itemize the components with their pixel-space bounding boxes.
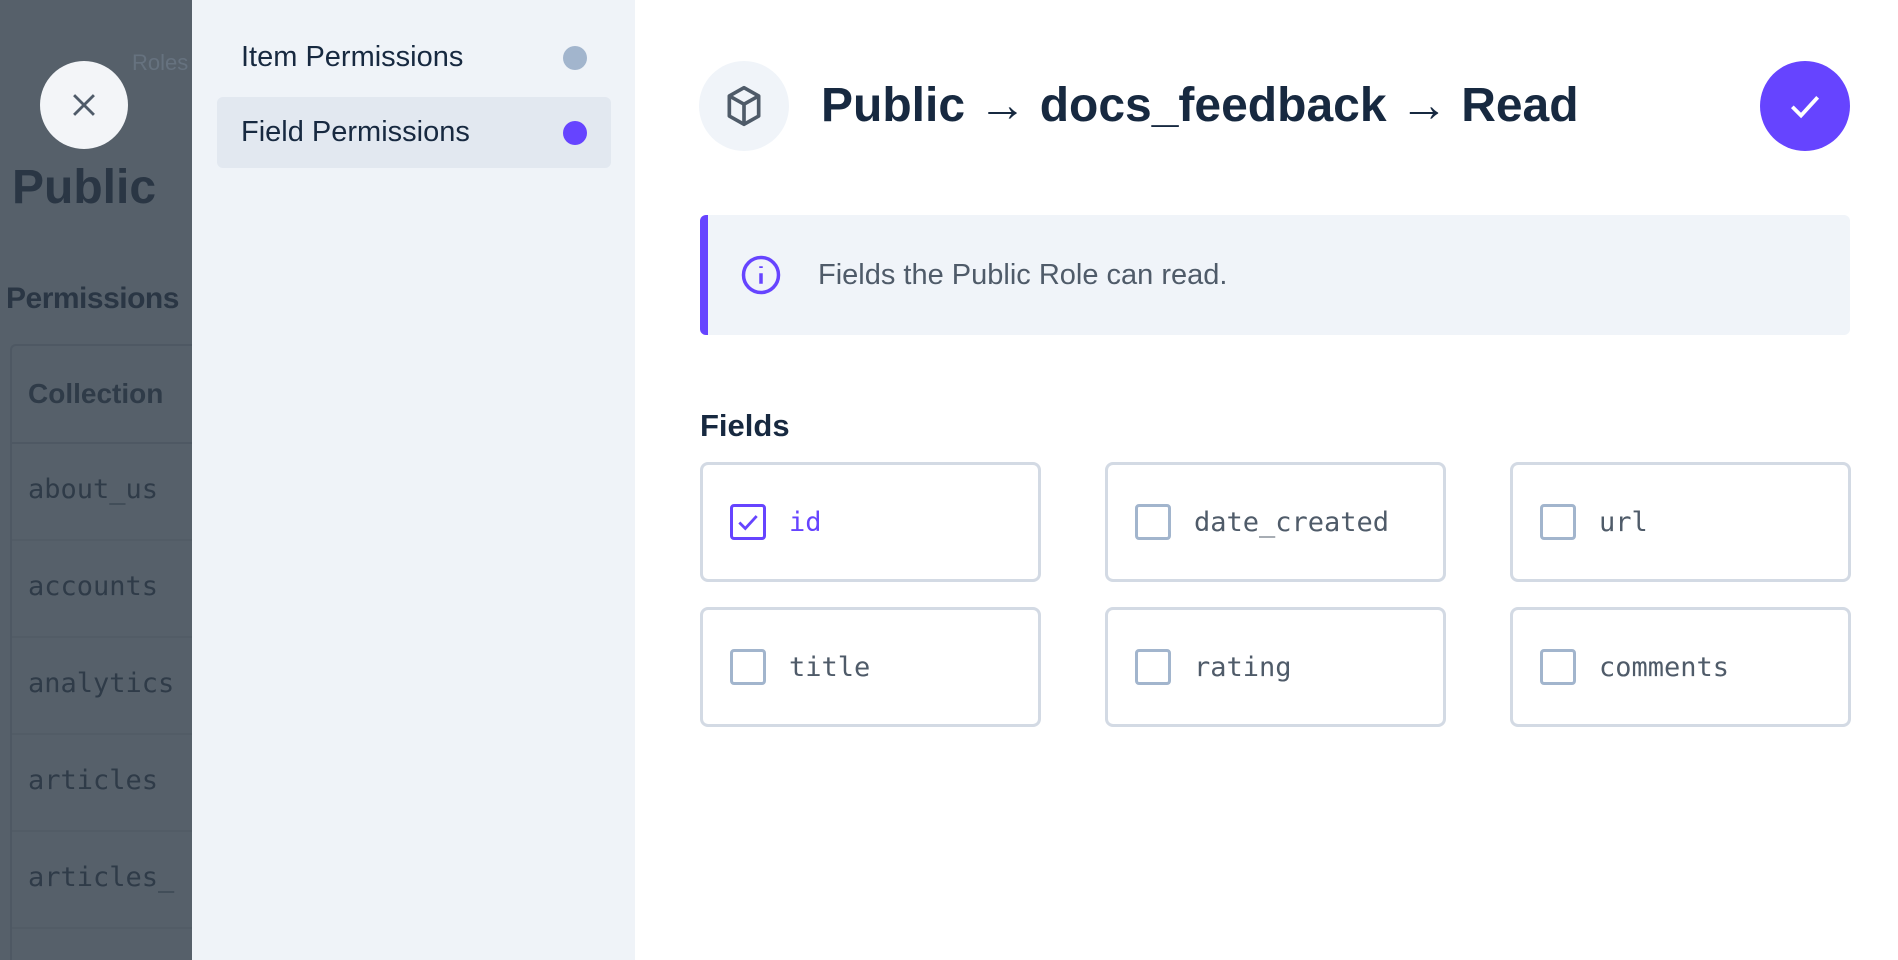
page-title: Public — [12, 161, 157, 214]
field-checkbox-comments[interactable]: comments — [1510, 607, 1851, 727]
drawer-sidebar: Item Permissions Field Permissions — [192, 0, 635, 960]
checkbox[interactable] — [1540, 504, 1576, 540]
breadcrumb: Roles — [132, 50, 189, 75]
sidebar-item-label: Item Permissions — [241, 41, 464, 73]
status-dot — [563, 45, 587, 70]
checkbox[interactable] — [730, 504, 766, 540]
table-row: articles — [12, 735, 192, 832]
notice-text: Fields the Public Role can read. — [818, 258, 1228, 291]
save-button[interactable] — [1760, 61, 1850, 151]
background-page-dimmed[interactable]: Roles Public Permissions Collection abou… — [0, 0, 192, 960]
field-checkbox-rating[interactable]: rating — [1105, 607, 1446, 727]
table-row: articles_ — [12, 832, 192, 929]
fields-grid: id date_created url title rating comments — [700, 462, 1851, 727]
close-button[interactable] — [40, 61, 128, 149]
sidebar-item-label: Field Permissions — [241, 116, 470, 148]
status-dot — [563, 120, 587, 145]
checkbox[interactable] — [730, 649, 766, 685]
checkbox[interactable] — [1540, 649, 1576, 685]
check-icon — [1790, 96, 1820, 119]
page-title: Public → docs_feedback → Read — [821, 79, 1579, 132]
header-icon — [699, 61, 789, 151]
table-header: Collection — [12, 346, 192, 444]
field-label: rating — [1194, 651, 1292, 683]
permissions-table: Collection about_us accounts analytics a… — [10, 344, 192, 960]
checkbox[interactable] — [1135, 504, 1171, 540]
checkbox[interactable] — [1135, 649, 1171, 685]
table-row: analytics — [12, 638, 192, 735]
field-checkbox-date-created[interactable]: date_created — [1105, 462, 1446, 582]
fields-label: Fields — [700, 408, 790, 443]
table-row: about_us — [12, 444, 192, 541]
info-icon — [741, 255, 781, 295]
close-icon — [73, 94, 95, 116]
info-notice: Fields the Public Role can read. — [700, 215, 1850, 335]
sidebar-item-field-permissions[interactable]: Field Permissions — [217, 97, 611, 168]
field-checkbox-title[interactable]: title — [700, 607, 1041, 727]
section-title: Permissions — [6, 282, 179, 315]
field-label: comments — [1599, 651, 1730, 683]
sidebar-item-item-permissions[interactable]: Item Permissions — [217, 22, 611, 93]
field-checkbox-url[interactable]: url — [1510, 462, 1851, 582]
check-icon — [738, 515, 758, 531]
field-label: date_created — [1194, 506, 1390, 538]
field-label: id — [789, 506, 822, 538]
table-row: accounts — [12, 541, 192, 638]
field-label: title — [789, 651, 871, 683]
drawer-main: Public → docs_feedback → Read Fields the… — [635, 0, 1898, 960]
cube-icon — [727, 85, 761, 127]
field-label: url — [1599, 506, 1648, 538]
field-checkbox-id[interactable]: id — [700, 462, 1041, 582]
